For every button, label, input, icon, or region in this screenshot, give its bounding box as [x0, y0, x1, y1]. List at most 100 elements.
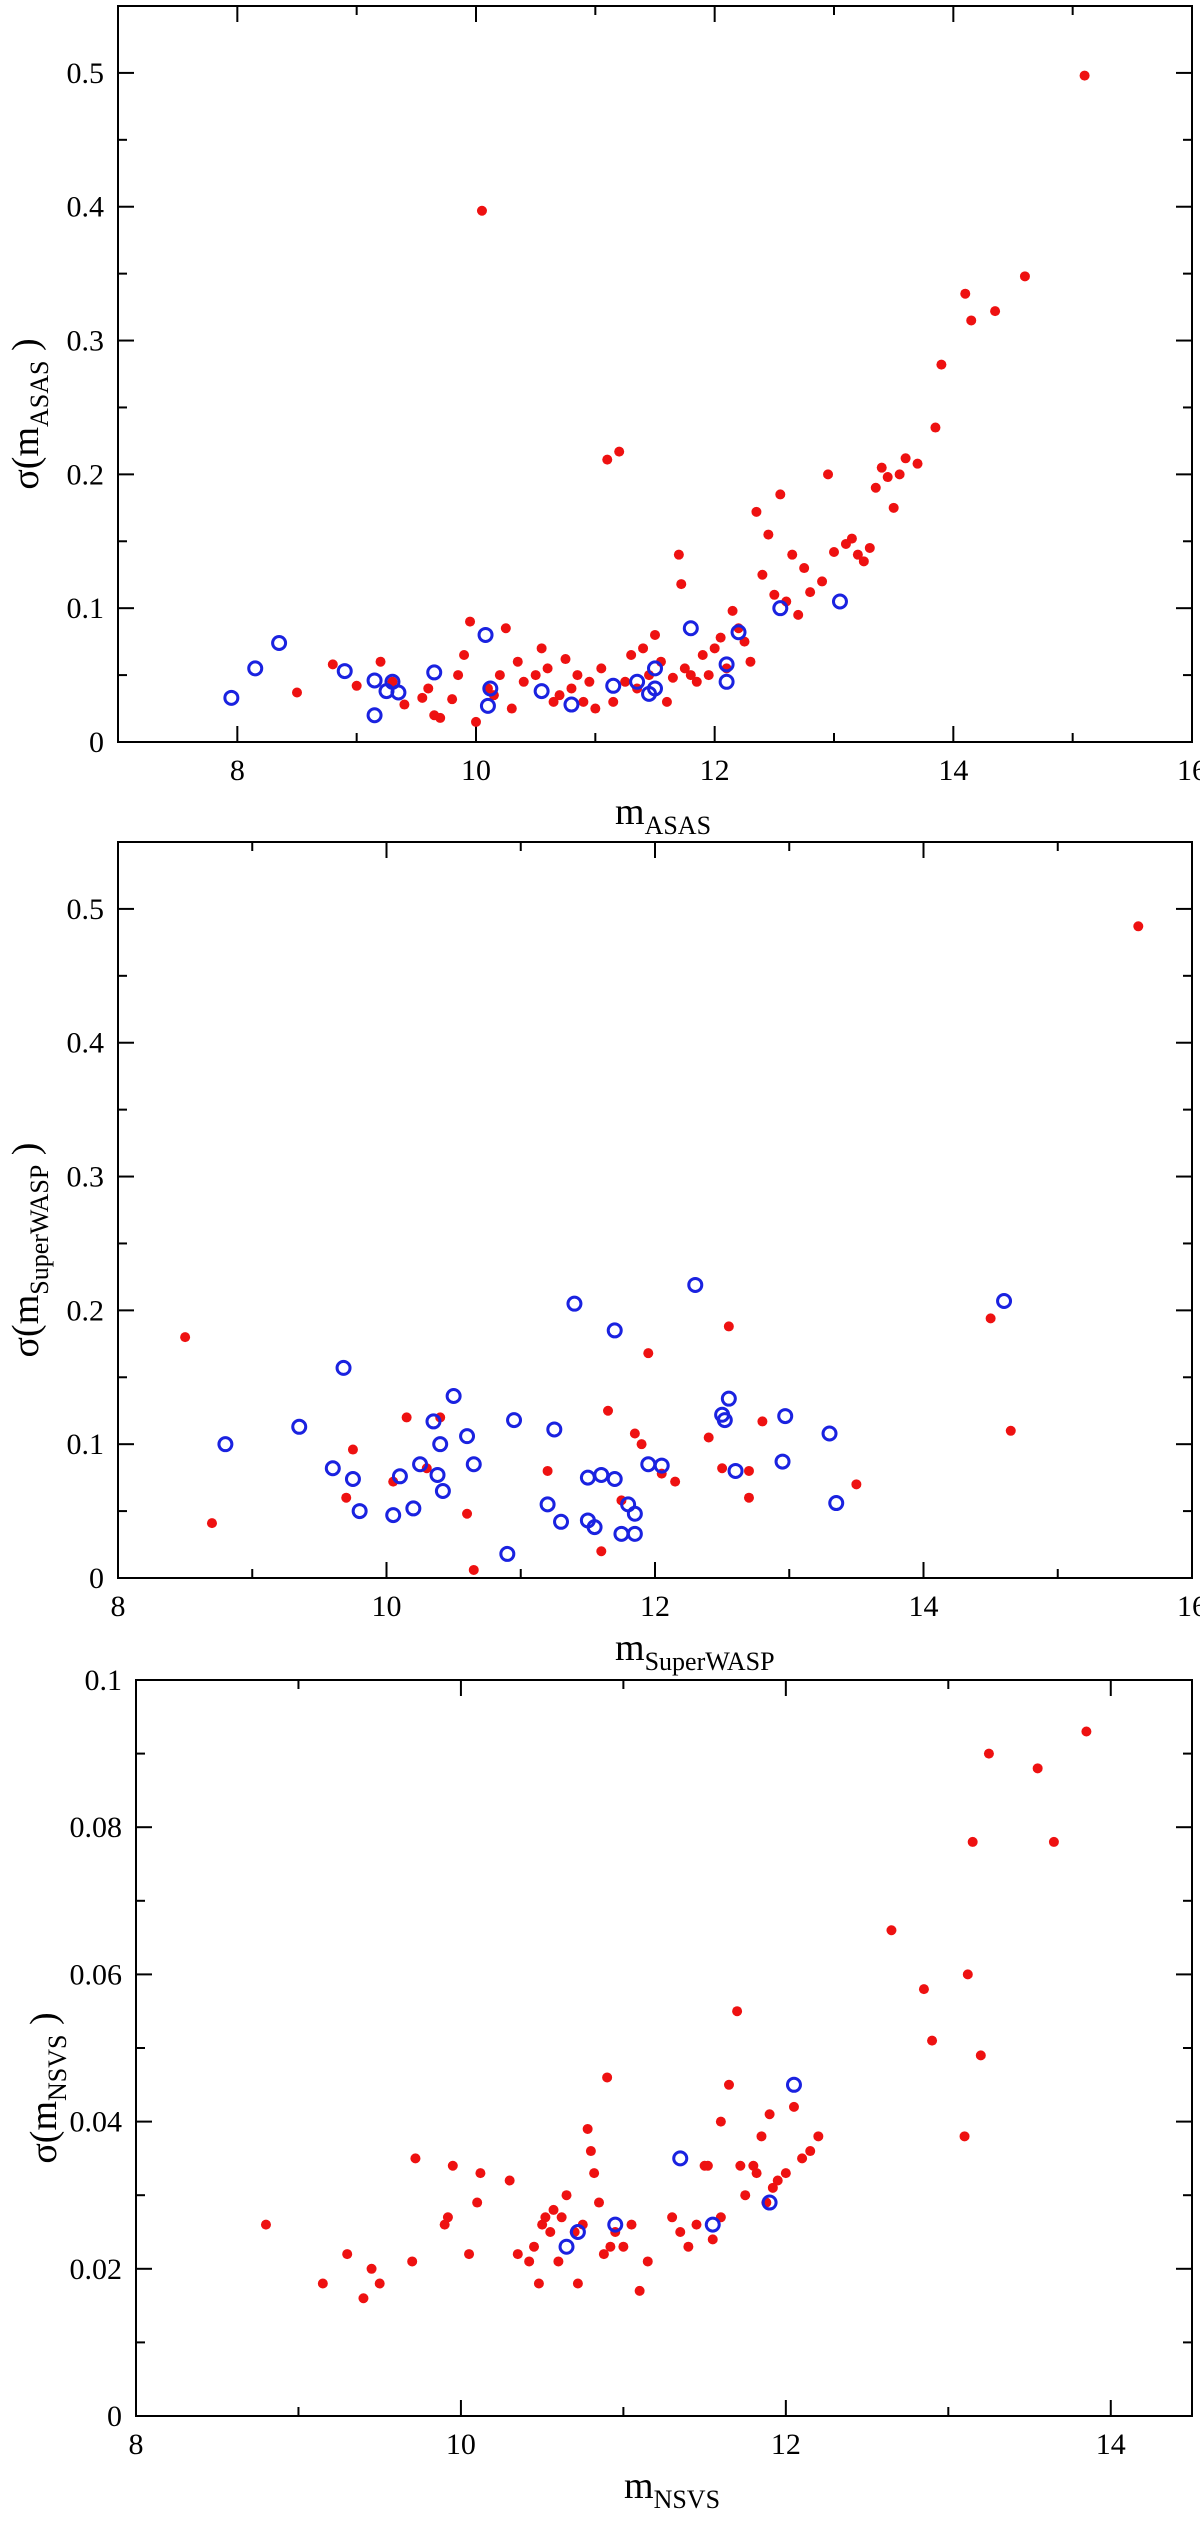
- data-point-open: [432, 1436, 449, 1453]
- y-axis-title-sub: SuperWASP: [25, 1165, 54, 1295]
- data-point-filled: [661, 696, 672, 707]
- y-tick-label: 0.06: [70, 1958, 123, 1991]
- data-point-filled: [206, 1518, 217, 1529]
- data-point-filled: [735, 2160, 746, 2171]
- data-point-filled: [717, 1463, 728, 1474]
- data-point-open: [626, 1525, 643, 1542]
- data-point-open: [217, 1436, 234, 1453]
- data-point-open: [247, 660, 264, 677]
- y-tick-label: 0.02: [70, 2253, 123, 2286]
- data-point-filled: [634, 2285, 645, 2296]
- data-point-filled: [578, 696, 589, 707]
- data-point-filled: [876, 462, 887, 473]
- data-point-filled: [594, 2197, 605, 2208]
- data-point-filled: [1081, 1726, 1092, 1737]
- data-point-filled: [401, 1412, 412, 1423]
- y-tick-label: 0.2: [67, 458, 105, 491]
- data-point-open: [761, 2194, 778, 2211]
- data-point-filled: [341, 1492, 352, 1503]
- data-point-filled: [462, 1508, 473, 1519]
- data-point-open: [465, 1456, 482, 1473]
- data-point-open: [641, 685, 658, 702]
- y-tick-label: 0.4: [67, 1027, 105, 1060]
- data-point-filled: [703, 1432, 714, 1443]
- data-point-filled: [1019, 271, 1030, 282]
- data-point-open: [704, 2216, 721, 2233]
- data-point-filled: [524, 2256, 535, 2267]
- data-point-filled: [793, 609, 804, 620]
- data-point-open: [335, 1359, 352, 1376]
- data-point-filled: [542, 1465, 553, 1476]
- data-point-filled: [180, 1332, 191, 1343]
- x-axis-title: mNSVS: [624, 2465, 720, 2514]
- y-tick-label: 0.1: [67, 1428, 105, 1461]
- data-point-open: [772, 600, 789, 617]
- data-point-filled: [756, 2131, 767, 2142]
- data-point-open: [640, 1456, 657, 1473]
- data-point-filled: [504, 2175, 515, 2186]
- data-point-filled: [518, 676, 529, 687]
- series-open-blue: [223, 593, 848, 724]
- y-tick-label: 0.4: [67, 191, 105, 224]
- data-point-filled: [572, 2278, 583, 2289]
- x-axis-title: mSuperWASP: [615, 1627, 775, 1676]
- y-axis-title: σ(mNSVS ): [23, 2012, 72, 2163]
- data-point-filled: [596, 663, 607, 674]
- data-point-open: [553, 1513, 570, 1530]
- x-axis-title-sub: ASAS: [645, 811, 711, 840]
- y-tick-label: 0: [89, 1562, 104, 1595]
- data-point-filled: [366, 2263, 377, 2274]
- data-point-filled: [533, 2278, 544, 2289]
- x-tick-label: 14: [909, 1590, 939, 1623]
- chart-panel-2: 8 10 12 14 1600.10.20.30.40.5mSuperWASPσ(mSu…: [5, 841, 1200, 1676]
- data-point-filled: [614, 446, 625, 457]
- data-point-filled: [679, 663, 690, 674]
- data-point-open: [777, 1408, 794, 1425]
- data-point-filled: [743, 1465, 754, 1476]
- x-tick-label: 14: [1096, 2428, 1126, 2461]
- data-point-filled: [1079, 70, 1090, 81]
- data-point-filled: [358, 2293, 369, 2304]
- data-point-open: [533, 683, 550, 700]
- data-point-open: [566, 1295, 583, 1312]
- data-point-filled: [787, 549, 798, 560]
- data-point-open: [586, 1519, 603, 1536]
- data-point-filled: [683, 2241, 694, 2252]
- data-point-open: [499, 1545, 516, 1562]
- y-axis-title-close: ): [5, 1143, 47, 1165]
- data-point-filled: [975, 2050, 986, 2061]
- data-point-filled: [506, 703, 517, 714]
- data-point-filled: [512, 2249, 523, 2260]
- data-point-filled: [805, 2146, 816, 2157]
- data-point-filled: [775, 489, 786, 500]
- data-point-filled: [882, 472, 893, 483]
- data-point-open: [653, 1457, 670, 1474]
- data-point-open: [626, 1505, 643, 1522]
- x-tick-label: 8: [111, 1590, 126, 1623]
- y-tick-label: 0.1: [67, 592, 105, 625]
- data-point-filled: [292, 687, 302, 698]
- data-point-filled: [769, 589, 780, 600]
- data-point-open: [324, 1460, 341, 1477]
- data-point-filled: [435, 712, 446, 723]
- data-point-open: [390, 684, 407, 701]
- data-point-open: [223, 689, 240, 706]
- data-point-filled: [560, 654, 571, 665]
- series-filled-red: [260, 1726, 1092, 2304]
- data-point-filled: [727, 605, 738, 616]
- data-point-filled: [959, 2131, 970, 2142]
- x-axis-title-main: m: [624, 2465, 654, 2507]
- data-point-filled: [772, 2175, 783, 2186]
- data-point-filled: [691, 676, 702, 687]
- data-point-open: [426, 664, 443, 681]
- data-point-filled: [512, 656, 523, 667]
- data-point-filled: [556, 2212, 567, 2223]
- x-axis-title-main: m: [615, 1627, 645, 1669]
- data-point-open: [579, 1469, 596, 1486]
- y-axis-title-sub: ASAS: [25, 360, 54, 426]
- y-axis-title: σ(mSuperWASP ): [5, 1143, 54, 1358]
- data-point-filled: [475, 2168, 486, 2179]
- data-point-open: [613, 1525, 630, 1542]
- data-point-filled: [453, 670, 464, 681]
- data-point-filled: [468, 1564, 479, 1575]
